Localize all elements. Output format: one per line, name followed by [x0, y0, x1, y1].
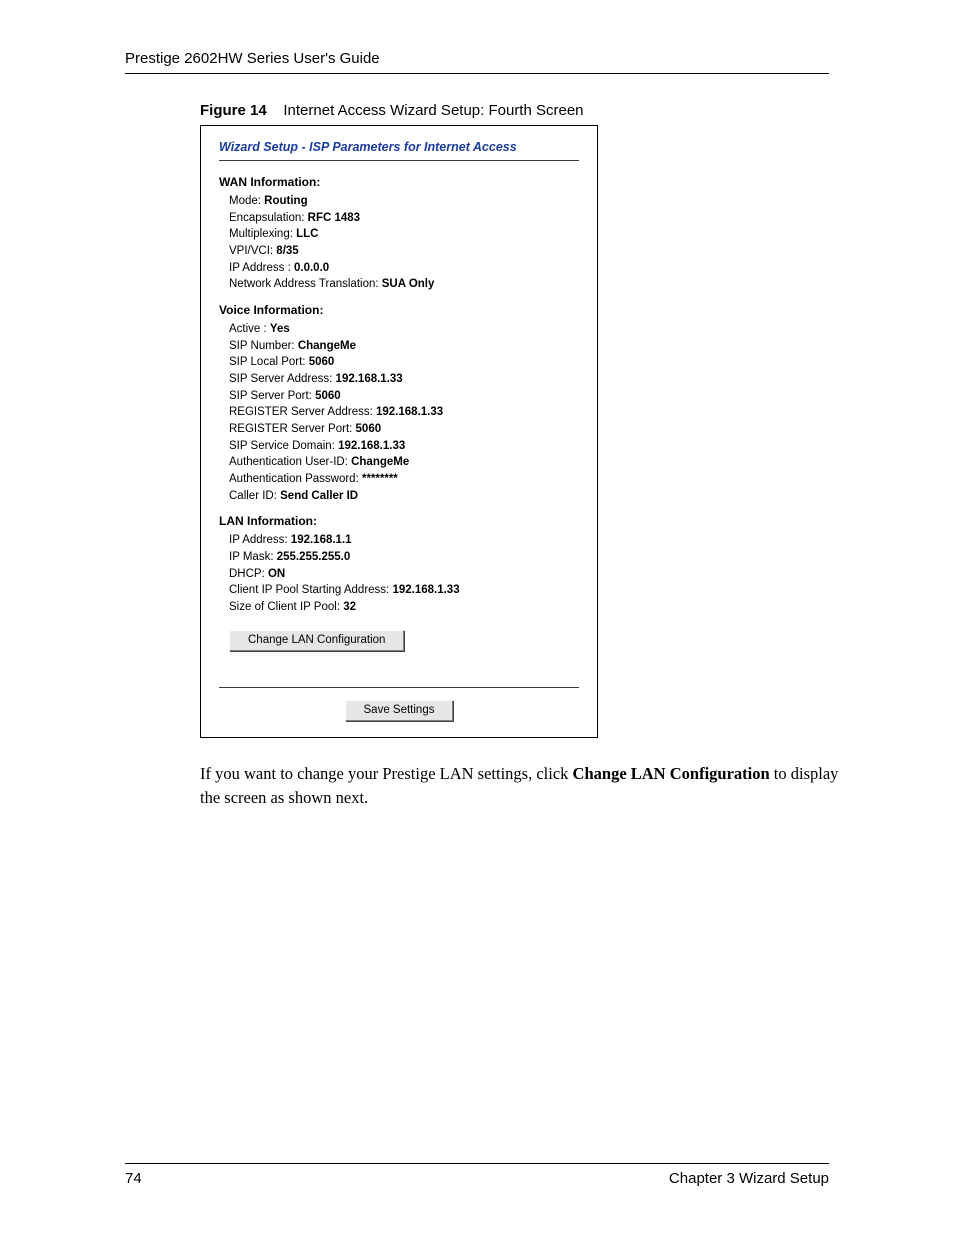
page-number: 74: [125, 1170, 142, 1187]
wizard-title-rule: [219, 160, 579, 161]
change-lan-button[interactable]: Change LAN Configuration: [229, 630, 404, 651]
footer-rule: [125, 1163, 829, 1164]
header-rule: [125, 73, 829, 74]
wan-vpivci: VPI/VCI: 8/35: [229, 243, 579, 260]
wizard-screenshot: Wizard Setup - ISP Parameters for Intern…: [200, 125, 598, 738]
voice-sip-server-port: SIP Server Port: 5060: [229, 388, 579, 405]
running-header: Prestige 2602HW Series User's Guide: [125, 50, 829, 67]
wan-nat: Network Address Translation: SUA Only: [229, 276, 579, 293]
wizard-bottom-rule: [219, 687, 579, 688]
figure-title: Internet Access Wizard Setup: Fourth Scr…: [283, 102, 583, 119]
voice-sip-domain: SIP Service Domain: 192.168.1.33: [229, 438, 579, 455]
lan-pool-start: Client IP Pool Starting Address: 192.168…: [229, 582, 579, 599]
voice-auth-pass: Authentication Password: ********: [229, 471, 579, 488]
figure-label: Figure 14: [200, 102, 267, 119]
voice-heading: Voice Information:: [219, 303, 579, 317]
lan-mask: IP Mask: 255.255.255.0: [229, 549, 579, 566]
voice-sip-number: SIP Number: ChangeMe: [229, 338, 579, 355]
voice-sip-server-addr: SIP Server Address: 192.168.1.33: [229, 371, 579, 388]
figure-caption: Figure 14 Internet Access Wizard Setup: …: [200, 102, 829, 119]
body-paragraph: If you want to change your Prestige LAN …: [200, 762, 840, 810]
page-footer: 74 Chapter 3 Wizard Setup: [125, 1163, 829, 1187]
lan-dhcp: DHCP: ON: [229, 566, 579, 583]
voice-caller-id: Caller ID: Send Caller ID: [229, 488, 579, 505]
lan-ip: IP Address: 192.168.1.1: [229, 532, 579, 549]
wizard-title: Wizard Setup - ISP Parameters for Intern…: [219, 140, 579, 154]
voice-auth-user: Authentication User-ID: ChangeMe: [229, 454, 579, 471]
wan-multiplexing: Multiplexing: LLC: [229, 226, 579, 243]
voice-sip-local-port: SIP Local Port: 5060: [229, 354, 579, 371]
save-settings-button[interactable]: Save Settings: [345, 700, 454, 721]
chapter-label: Chapter 3 Wizard Setup: [669, 1170, 829, 1187]
voice-active: Active : Yes: [229, 321, 579, 338]
wan-mode: Mode: Routing: [229, 193, 579, 210]
lan-heading: LAN Information:: [219, 514, 579, 528]
wan-encapsulation: Encapsulation: RFC 1483: [229, 210, 579, 227]
voice-register-addr: REGISTER Server Address: 192.168.1.33: [229, 404, 579, 421]
wan-ip: IP Address : 0.0.0.0: [229, 260, 579, 277]
voice-register-port: REGISTER Server Port: 5060: [229, 421, 579, 438]
wan-heading: WAN Information:: [219, 175, 579, 189]
lan-pool-size: Size of Client IP Pool: 32: [229, 599, 579, 616]
